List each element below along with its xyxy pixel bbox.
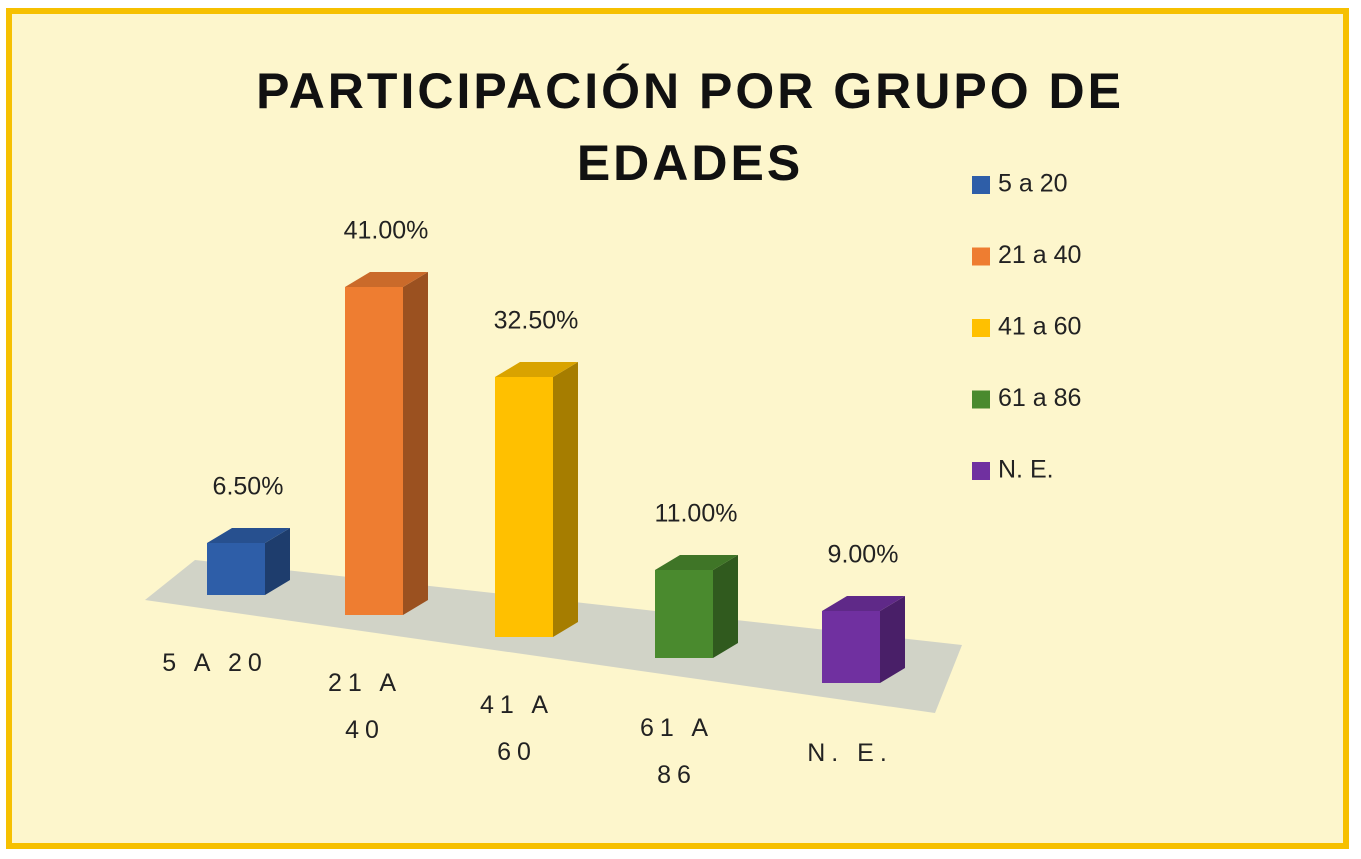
legend-label: 21 a 40 [998,241,1081,269]
bar-top [345,272,428,287]
legend-swatch [972,176,990,194]
bar-front [495,377,553,637]
value-label: 41.00% [344,217,429,245]
x-tick-label: 5 A 20 [162,649,268,677]
bar [207,528,290,595]
bar-front [207,543,265,595]
bar-top [822,596,905,611]
legend-swatch [972,319,990,337]
legend-swatch [972,462,990,480]
bar-top [207,528,290,543]
value-label: 9.00% [828,541,899,569]
legend-label: N. E. [998,456,1054,484]
bar-top [495,362,578,377]
legend-label: 5 a 20 [998,170,1068,198]
x-tick-label: N. E. [807,739,893,767]
bar [822,596,905,683]
x-tick-label: 21 A 40 [327,669,403,744]
bar-side [265,528,290,595]
x-tick-label: 61 A 86 [639,714,715,789]
value-label: 6.50% [213,473,284,501]
bar-front [655,570,713,658]
bar-side [403,272,428,615]
chart-title: PARTICIPACIÓN POR GRUPO DE EDADES [256,63,1124,191]
bar [655,555,738,658]
bar-front [345,287,403,615]
bar-top [655,555,738,570]
bar-side [880,596,905,683]
bar-side [553,362,578,637]
bar-front [822,611,880,683]
bar [495,362,578,637]
bar-side [713,555,738,658]
legend-swatch [972,247,990,266]
legend-swatch [972,390,990,409]
legend-label: 41 a 60 [998,313,1081,341]
x-tick-label: 41 A 60 [479,691,555,766]
bar [345,272,428,615]
value-label: 32.50% [494,307,579,335]
chart-frame [6,8,1349,849]
legend-label: 61 a 86 [998,384,1081,412]
value-label: 11.00% [655,500,738,528]
